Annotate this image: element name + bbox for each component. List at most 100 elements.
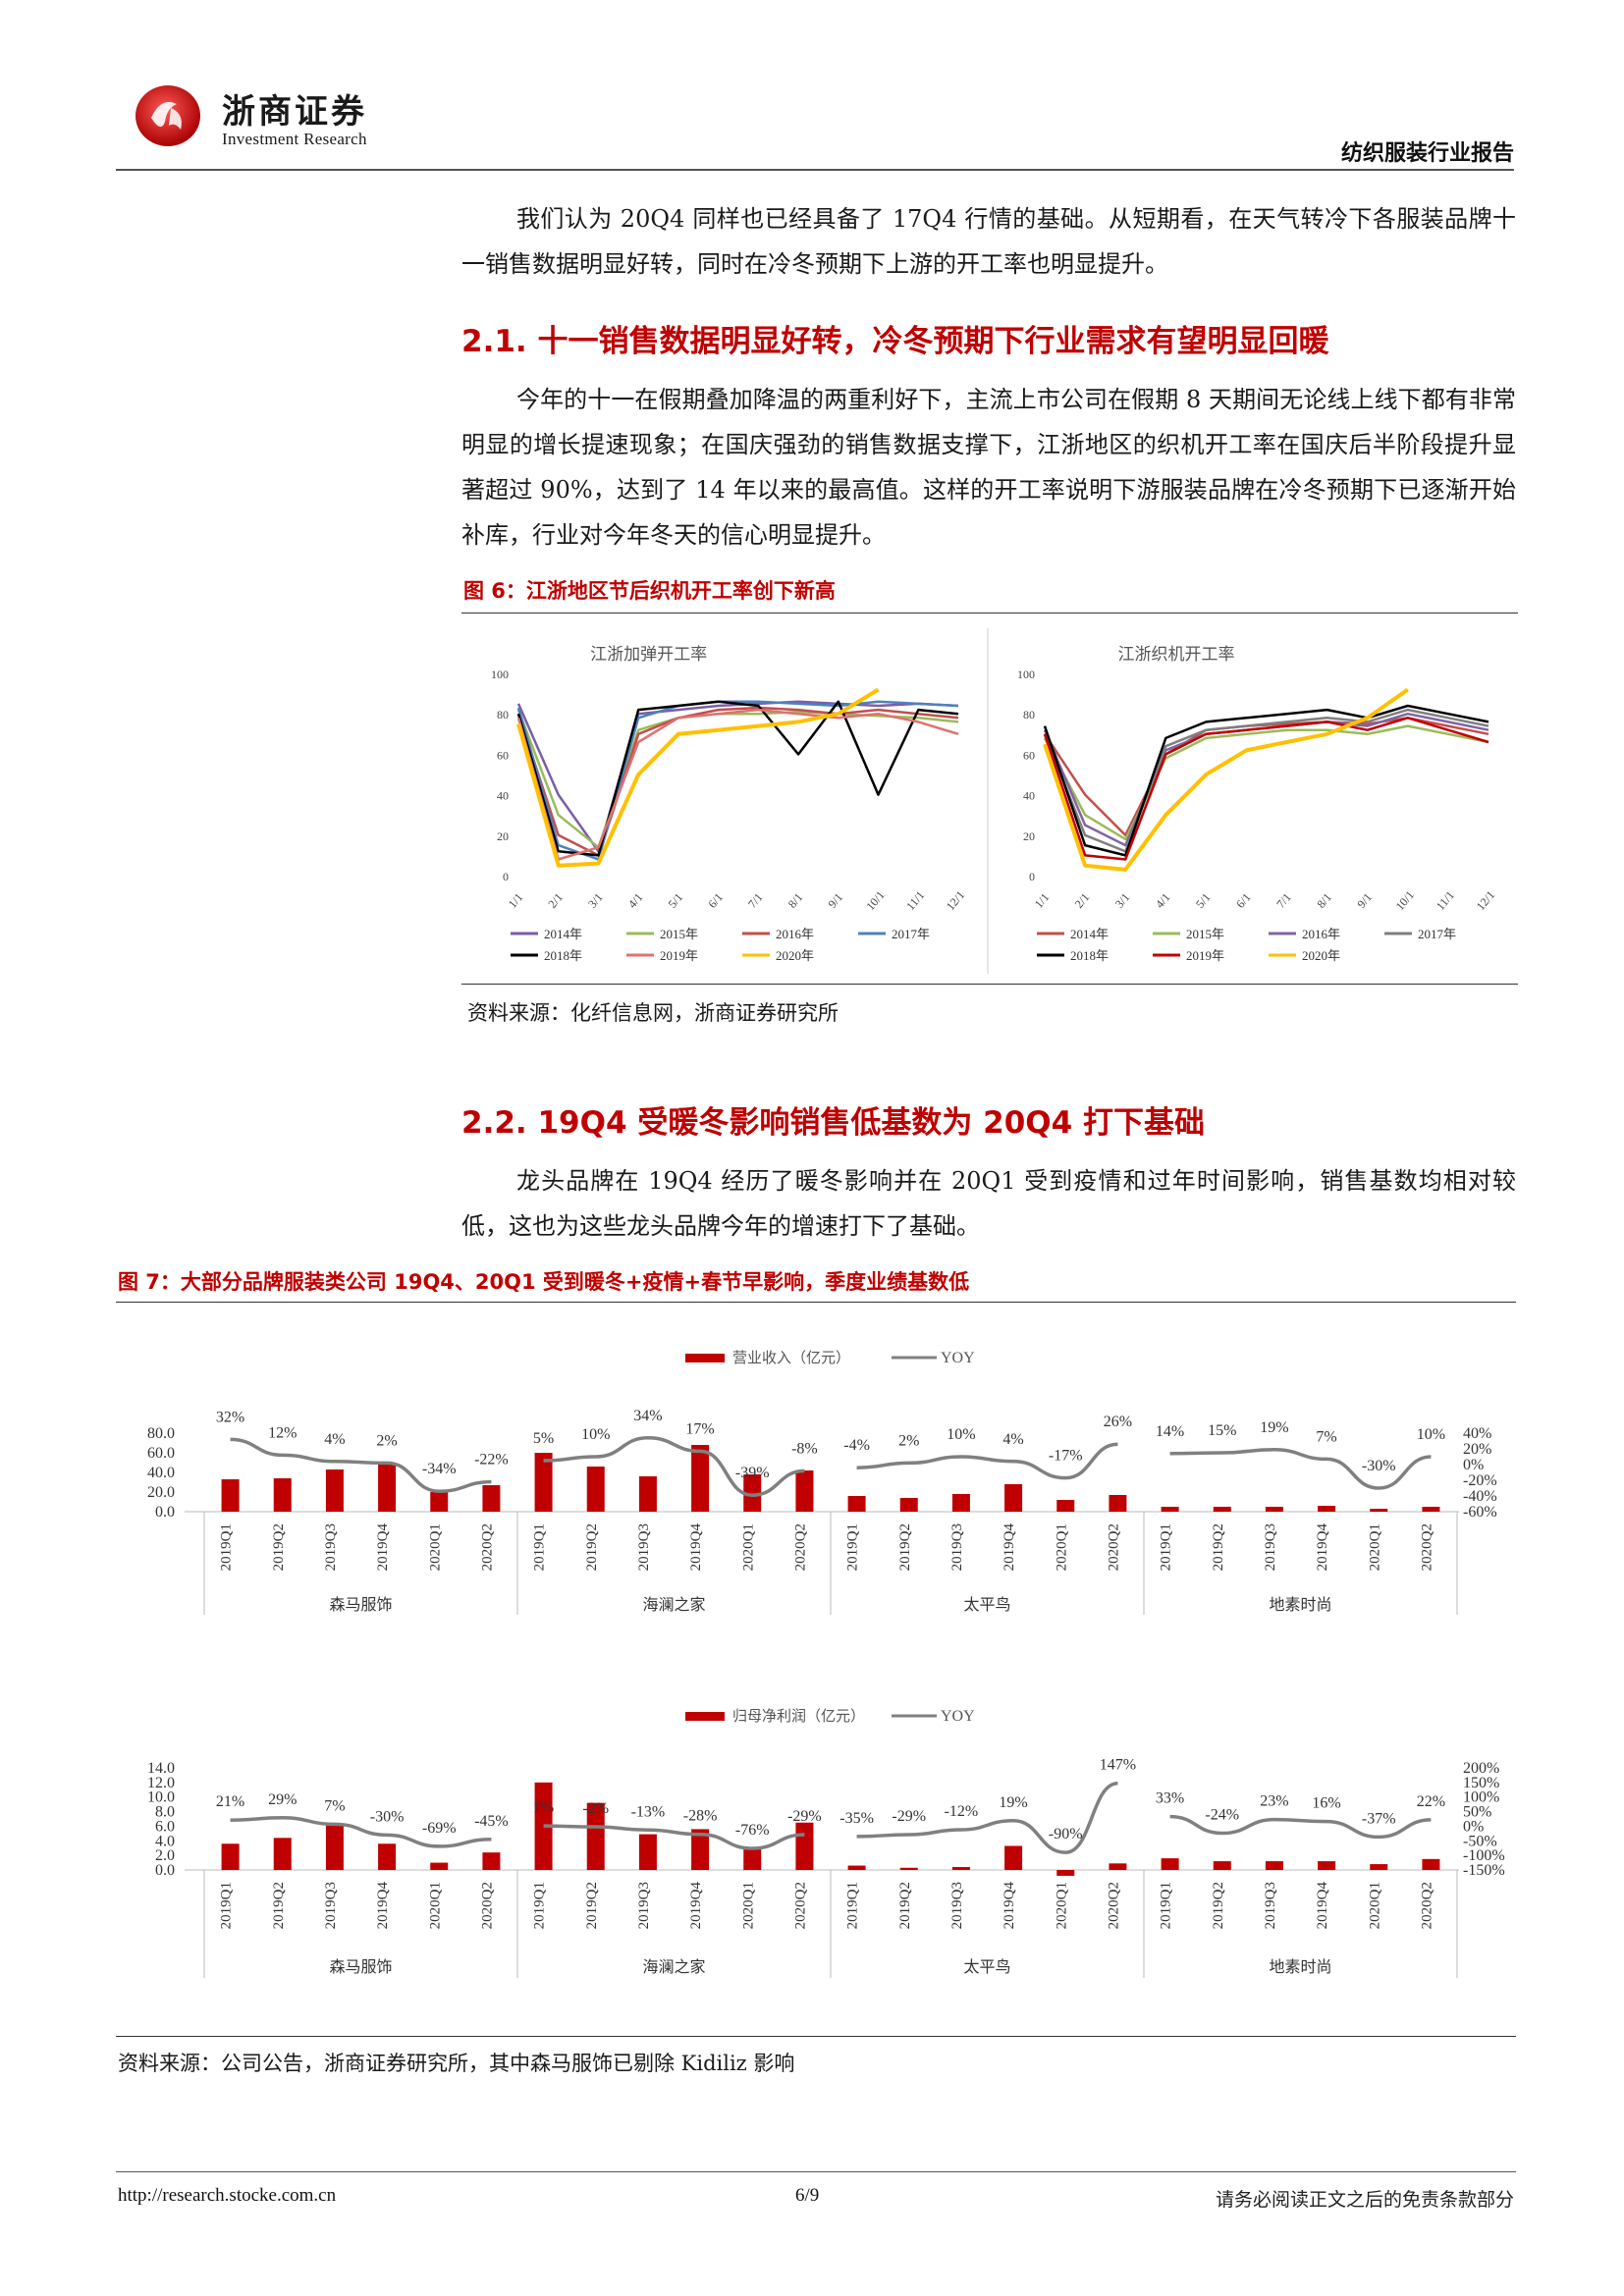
yoy-line — [1169, 1448, 1432, 1490]
y-tick-label: 60 — [497, 748, 509, 762]
series-line — [1043, 687, 1409, 872]
legend-label: 2014年 — [544, 927, 582, 941]
y-left-tick-label: 12.0 — [147, 1775, 175, 1791]
yoy-data-label: 15% — [1208, 1422, 1236, 1439]
x-tick-label: 1/1 — [506, 890, 526, 911]
category-label: 2020Q2 — [479, 1882, 495, 1929]
category-label: 2019Q2 — [271, 1523, 287, 1571]
series-line — [516, 700, 959, 853]
x-tick-label: 9/1 — [825, 890, 845, 911]
yoy-data-label: -35% — [839, 1810, 874, 1827]
bar — [273, 1478, 292, 1512]
bar — [325, 1825, 344, 1870]
category-label: 2019Q3 — [636, 1882, 652, 1929]
category-label: 2019Q2 — [897, 1523, 913, 1571]
footer-url[interactable]: http://research.stocke.com.cn — [118, 2185, 337, 2206]
bar — [638, 1476, 657, 1512]
x-tick-label: 3/1 — [1112, 890, 1133, 911]
bar — [847, 1496, 866, 1512]
yoy-line — [856, 1442, 1118, 1480]
category-label: 2020Q2 — [792, 1882, 808, 1929]
yoy-data-label: 17% — [685, 1420, 714, 1437]
bar — [743, 1848, 762, 1870]
header-divider — [116, 169, 1514, 171]
figure-6-bottom-rule — [461, 984, 1518, 985]
category-label: 2019Q3 — [949, 1882, 965, 1929]
category-label: 2019Q1 — [1159, 1523, 1174, 1571]
yoy-data-label: 10% — [581, 1426, 610, 1443]
yoy-data-label: 21% — [216, 1793, 244, 1810]
y-left-tick-label: 4.0 — [155, 1833, 175, 1849]
bar — [951, 1494, 970, 1512]
legend-label: 2018年 — [1070, 948, 1109, 963]
yoy-data-label: 26% — [1104, 1414, 1132, 1430]
yoy-data-label: 147% — [1100, 1757, 1136, 1774]
yoy-data-label: -76% — [735, 1822, 770, 1839]
yoy-data-label: 4% — [1002, 1431, 1023, 1448]
footer-disclaimer: 请务必阅读正文之后的免责条款部分 — [1215, 2189, 1514, 2211]
bar — [534, 1453, 553, 1512]
y-right-tick-label: -50% — [1463, 1833, 1497, 1849]
category-label: 2019Q2 — [271, 1882, 287, 1929]
x-tick-label: 5/1 — [1193, 890, 1214, 911]
figure-6-source: 资料来源：化纤信息网，浙商证券研究所 — [467, 1001, 839, 1025]
x-tick-label: 1/1 — [1032, 890, 1053, 911]
bar — [1318, 1506, 1336, 1512]
x-tick-label: 6/1 — [705, 890, 726, 911]
y-tick-label: 80 — [1023, 708, 1035, 721]
series-line — [1043, 717, 1489, 861]
figure-6-title: 图 6：江浙地区节后织机开工率创下新高 — [463, 579, 836, 603]
series-line — [516, 708, 959, 861]
category-label: 2020Q1 — [427, 1523, 443, 1571]
x-tick-label: 7/1 — [1273, 890, 1294, 911]
category-label: 2020Q1 — [427, 1882, 443, 1929]
category-label: 2019Q3 — [323, 1882, 339, 1929]
y-left-tick-label: 60.0 — [147, 1445, 175, 1462]
series-line — [1043, 704, 1489, 857]
bar — [1161, 1507, 1179, 1512]
y-left-tick-label: 40.0 — [147, 1465, 175, 1481]
x-tick-label: 2/1 — [1072, 890, 1093, 911]
category-label: 2020Q1 — [740, 1523, 756, 1571]
bar — [1422, 1858, 1440, 1870]
category-label: 2019Q4 — [688, 1882, 704, 1930]
series-line — [516, 700, 959, 861]
bar — [1161, 1858, 1179, 1870]
category-label: 2020Q2 — [1419, 1882, 1435, 1929]
bar — [1004, 1845, 1023, 1870]
legend-label: 2017年 — [1418, 927, 1456, 941]
yoy-data-label: -90% — [1049, 1826, 1083, 1842]
category-label: 2019Q3 — [1263, 1523, 1278, 1571]
category-label: 2020Q1 — [1367, 1523, 1382, 1571]
company-label: 海澜之家 — [642, 1958, 705, 1976]
yoy-data-label: -45% — [474, 1813, 509, 1830]
bar — [691, 1829, 710, 1870]
yoy-data-label: 5% — [533, 1430, 554, 1447]
category-label: 2019Q4 — [375, 1523, 391, 1572]
category-label: 2019Q1 — [219, 1882, 235, 1929]
legend-label: 2014年 — [1070, 927, 1109, 941]
legend-line-label: YOY — [941, 1350, 975, 1366]
y-right-tick-label: 0% — [1463, 1457, 1484, 1473]
series-line — [516, 700, 959, 857]
company-label: 地素时尚 — [1269, 1958, 1331, 1976]
legend-bar-label: 归母净利润（亿元） — [732, 1708, 865, 1725]
x-tick-label: 12/1 — [944, 888, 967, 913]
yoy-data-label: 2% — [898, 1432, 919, 1449]
yoy-data-label: 19% — [1260, 1419, 1288, 1436]
figure-7-top-rule — [116, 1302, 1516, 1303]
yoy-data-label: -22% — [474, 1452, 509, 1468]
bar — [378, 1463, 397, 1512]
y-right-tick-label: 150% — [1463, 1775, 1499, 1791]
bar — [743, 1474, 762, 1512]
figure-7-source: 资料来源：公司公告，浙商证券研究所，其中森马服饰已剔除 Kidiliz 影响 — [118, 2052, 795, 2075]
bar — [638, 1834, 657, 1870]
legend-line-label: YOY — [941, 1708, 975, 1725]
category-label: 2019Q4 — [375, 1882, 391, 1930]
bar — [586, 1467, 605, 1512]
figure-7-bottom-rule — [116, 2036, 1516, 2037]
bar — [847, 1865, 866, 1870]
category-label: 2019Q3 — [949, 1523, 965, 1571]
category-label: 2020Q2 — [792, 1523, 808, 1571]
series-line — [1043, 712, 1489, 847]
